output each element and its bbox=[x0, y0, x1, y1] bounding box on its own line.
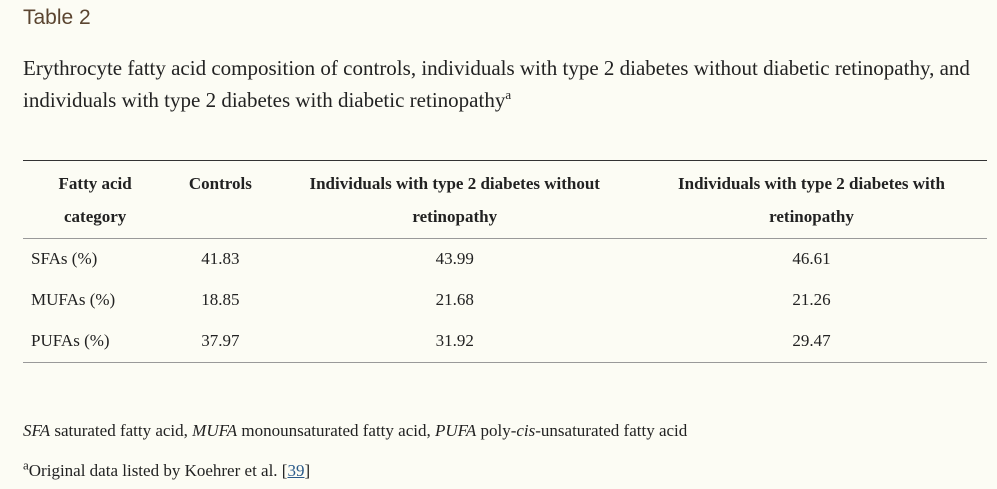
table-row: MUFAs (%) 18.85 21.68 21.26 bbox=[23, 280, 987, 321]
fatty-acid-table: Fatty acid category Controls Individuals… bbox=[23, 160, 987, 363]
source-text: Original data listed by Koehrer et al. [ bbox=[28, 461, 288, 480]
abbr-sfa: SFA bbox=[23, 421, 51, 440]
row-label: MUFAs (%) bbox=[31, 290, 116, 309]
abbr-pufa: PUFA bbox=[434, 421, 477, 440]
def-sfa: saturated fatty acid, bbox=[50, 421, 193, 440]
row-label: PUFAs (%) bbox=[31, 331, 110, 350]
source-close: ] bbox=[304, 461, 311, 480]
source-footnote: aOriginal data listed by Koehrer et al. … bbox=[23, 457, 311, 482]
def-pufa: poly- bbox=[476, 421, 517, 440]
source-footnote-marker: a bbox=[23, 457, 29, 473]
table-row: SFAs (%) 41.83 43.99 46.61 bbox=[23, 239, 987, 281]
table-header-row: Fatty acid category Controls Individuals… bbox=[23, 160, 987, 239]
cell-controls: 41.83 bbox=[201, 249, 240, 268]
table-caption: Erythrocyte fatty acid composition of co… bbox=[23, 52, 973, 116]
abbreviation-footnote: SFA saturated fatty acid, MUFA monounsat… bbox=[23, 420, 687, 442]
cell-controls: 37.97 bbox=[201, 331, 240, 350]
header-fatty-acid-category: Fatty acid category bbox=[58, 174, 132, 226]
row-label: SFAs (%) bbox=[31, 249, 98, 268]
cell-without-retinopathy: 31.92 bbox=[435, 331, 474, 350]
cell-with-retinopathy: 46.61 bbox=[792, 249, 831, 268]
header-t2d-with-retinopathy: Individuals with type 2 diabetes with re… bbox=[678, 174, 945, 226]
caption-text: Erythrocyte fatty acid composition of co… bbox=[23, 56, 970, 112]
cell-without-retinopathy: 43.99 bbox=[435, 249, 474, 268]
table-row: PUFAs (%) 37.97 31.92 29.47 bbox=[23, 321, 987, 363]
reference-link-39[interactable]: 39 bbox=[287, 461, 305, 480]
abbr-cis: cis bbox=[516, 421, 536, 440]
abbr-mufa: MUFA bbox=[192, 421, 238, 440]
cell-with-retinopathy: 21.26 bbox=[792, 290, 831, 309]
table-label: Table 2 bbox=[23, 6, 91, 29]
cell-controls: 18.85 bbox=[201, 290, 240, 309]
caption-footnote-marker: a bbox=[505, 87, 512, 102]
def-mufa: monounsaturated fatty acid, bbox=[237, 421, 435, 440]
cell-with-retinopathy: 29.47 bbox=[792, 331, 831, 350]
cell-without-retinopathy: 21.68 bbox=[435, 290, 474, 309]
header-controls: Controls bbox=[188, 174, 252, 193]
def-cis: -unsaturated fatty acid bbox=[535, 421, 688, 440]
header-t2d-without-retinopathy: Individuals with type 2 diabetes without… bbox=[309, 174, 600, 226]
